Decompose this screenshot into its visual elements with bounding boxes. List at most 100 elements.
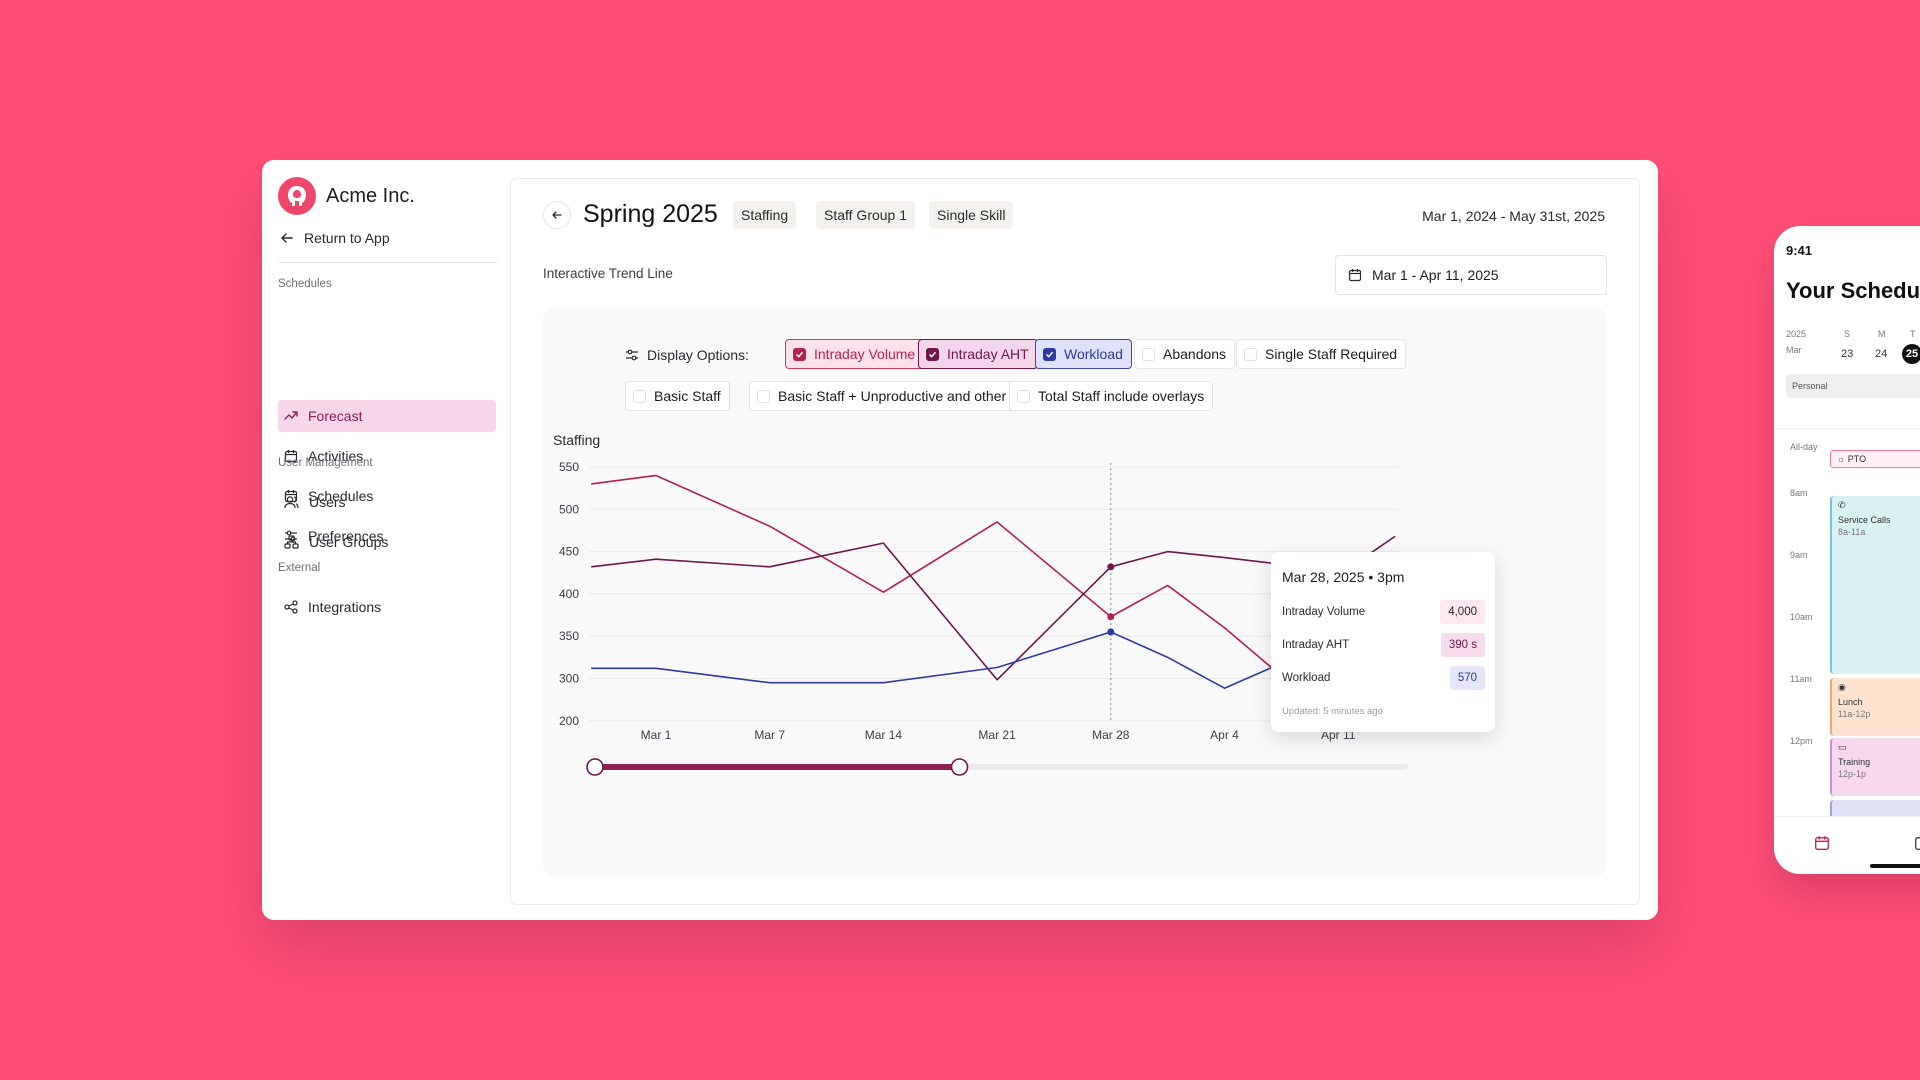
sidebar: Acme Inc. Return to App Schedules Foreca…: [262, 160, 502, 920]
sidebar-item-user-groups[interactable]: User Groups: [278, 526, 496, 558]
sidebar-section-schedules: Schedules: [278, 278, 332, 290]
chart-tooltip: Mar 28, 2025 • 3pm Intraday Volume 4,000…: [1271, 552, 1495, 732]
phone-day[interactable]: 24: [1875, 348, 1888, 360]
checkbox-icon: [1244, 347, 1257, 361]
checkbox-icon: [1142, 347, 1155, 361]
phone-event[interactable]: ▭ Training 12p-1p: [1830, 738, 1920, 796]
option-single-staff-required[interactable]: Single Staff Required: [1236, 339, 1407, 369]
sliders-icon: [626, 349, 638, 361]
phone-event[interactable]: ✆ Service Calls 8a-11a: [1830, 496, 1920, 674]
date-range-picker[interactable]: Mar 1 - Apr 11, 2025: [1335, 255, 1607, 295]
return-label: Return to App: [304, 230, 390, 246]
x-tick-label: Mar 28: [1092, 728, 1130, 742]
option-label: Intraday AHT: [947, 346, 1029, 362]
trend-chart[interactable]: 550 500 450 400 350 300 200 Mar 1 Mar 7 Mar 14 Mar…: [543, 307, 1607, 877]
sidebar-item-users[interactable]: Users: [278, 486, 496, 518]
app-window: Acme Inc. Return to App Schedules Foreca…: [262, 160, 1658, 920]
tooltip-row: Intraday AHT 390 s: [1282, 633, 1485, 657]
sidebar-item-activities[interactable]: Activities: [278, 440, 496, 472]
section-label: Interactive Trend Line: [543, 266, 673, 281]
phone-hour: 10am: [1790, 612, 1813, 622]
option-abandons[interactable]: Abandons: [1134, 339, 1236, 369]
phone-day-today[interactable]: 25: [1902, 344, 1920, 364]
x-tick-label: Mar 21: [978, 728, 1016, 742]
phone-year: 2025: [1786, 329, 1807, 339]
arrow-left-icon: [281, 233, 293, 243]
tag-staffing: Staffing: [733, 201, 797, 229]
sidebar-item-schedules[interactable]: Schedules: [278, 480, 496, 512]
share-icon: [284, 600, 298, 614]
event-title: Lunch: [1838, 697, 1863, 707]
sidebar-item-label: Forecast: [308, 408, 363, 424]
brand-logo-icon: [278, 177, 316, 215]
phone-hour: 9am: [1790, 550, 1808, 560]
sidebar-item-label: Schedules: [308, 488, 374, 504]
tag-skill: Single Skill: [929, 201, 1014, 229]
slider-handle-start[interactable]: [586, 758, 604, 776]
calendar-icon: [284, 450, 298, 463]
sidebar-item-label: Users: [309, 494, 346, 510]
tooltip-value: 390 s: [1440, 633, 1485, 657]
y-tick-label: 400: [559, 587, 579, 601]
phone-clock: 9:41: [1786, 243, 1813, 258]
calendar-icon[interactable]: [1914, 835, 1920, 851]
x-tick-label: Apr 4: [1210, 728, 1239, 742]
option-basic-staff-unproductive[interactable]: Basic Staff + Unproductive and other: [749, 381, 1016, 411]
phone-hour: 11am: [1790, 674, 1812, 684]
hover-point: [1107, 563, 1115, 571]
phone-mockup: 9:41 Your Schedu 2025 Mar S M T 23 24 25…: [1774, 226, 1920, 874]
option-label: Basic Staff + Unproductive and other: [778, 388, 1007, 404]
back-button[interactable]: [543, 201, 571, 229]
food-icon: ◉: [1838, 682, 1846, 692]
hover-point: [1107, 613, 1115, 621]
return-to-app-link[interactable]: Return to App: [280, 230, 390, 246]
sidebar-section-user-management: User Management: [278, 457, 373, 469]
x-tick-label: Mar 14: [865, 728, 903, 742]
tag-staff-group: Staff Group 1: [816, 201, 916, 229]
hover-point: [1107, 628, 1115, 636]
phone-pto-event[interactable]: ☼ PTO: [1830, 450, 1920, 468]
tooltip-updated: Updated: 5 minutes ago: [1282, 706, 1383, 717]
personal-label: Personal: [1792, 381, 1828, 391]
brand-name: Acme Inc.: [326, 184, 415, 207]
sidebar-item-integrations[interactable]: Integrations: [278, 591, 496, 623]
tooltip-value: 570: [1449, 666, 1485, 690]
phone-event[interactable]: [1830, 800, 1920, 820]
checkbox-icon: [1017, 389, 1030, 403]
y-tick-label: 500: [559, 502, 579, 516]
calendar-icon[interactable]: [1814, 835, 1830, 851]
y-tick-label: 450: [559, 545, 579, 559]
slider-handle-end[interactable]: [950, 758, 969, 776]
pto-label: PTO: [1847, 454, 1867, 464]
checkbox-checked-icon: [1043, 347, 1056, 361]
divider: [1774, 428, 1920, 429]
y-tick-label: 200: [559, 714, 579, 728]
sidebar-item-preferences[interactable]: Preferences: [278, 520, 496, 552]
book-icon: ▭: [1838, 742, 1847, 752]
option-intraday-volume[interactable]: Intraday Volume: [785, 339, 925, 369]
sidebar-item-label: User Groups: [309, 534, 389, 550]
main-panel: Spring 2025 Staffing Staff Group 1 Singl…: [510, 178, 1640, 905]
arrow-left-icon: [552, 211, 562, 219]
event-time: 8a-11a: [1838, 527, 1866, 537]
checkbox-icon: [757, 389, 770, 403]
option-total-staff-overlays[interactable]: Total Staff include overlays: [1009, 381, 1214, 411]
page-title: Spring 2025: [583, 200, 718, 228]
phone-home-indicator: [1870, 864, 1920, 868]
x-tick-label: Mar 1: [641, 728, 672, 742]
checkbox-checked-icon: [793, 347, 806, 361]
phone-month: Mar: [1786, 345, 1802, 355]
option-label: Total Staff include overlays: [1038, 388, 1205, 404]
phone-event[interactable]: ◉ Lunch 11a-12p: [1830, 678, 1920, 736]
phone-allday-label: All-day: [1790, 442, 1818, 452]
sidebar-item-forecast[interactable]: Forecast: [278, 400, 496, 432]
option-basic-staff[interactable]: Basic Staff: [625, 381, 730, 411]
checkbox-icon: [633, 389, 646, 403]
display-options-label: Display Options:: [625, 347, 749, 363]
tooltip-label: Intraday AHT: [1282, 639, 1350, 651]
y-tick-label: 550: [559, 460, 579, 474]
tooltip-value: 4,000: [1440, 600, 1485, 624]
phone-day[interactable]: 23: [1841, 348, 1854, 360]
option-workload[interactable]: Workload: [1035, 339, 1132, 369]
sidebar-item-label: Integrations: [308, 599, 382, 615]
